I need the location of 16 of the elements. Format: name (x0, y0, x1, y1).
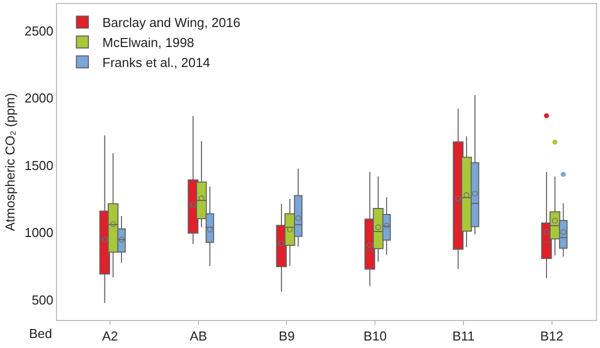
x-tick-label: A2 (102, 328, 118, 344)
y-tick-label: 500 (32, 292, 54, 308)
x-tick-label: B12 (540, 328, 564, 344)
x-axis-title: Bed (29, 326, 52, 341)
y-tick-label: 1000 (24, 225, 54, 240)
legend-label: Franks et al., 2014 (102, 54, 210, 70)
x-tick-label: B11 (452, 328, 475, 344)
y-axis-title: Atmospheric CO₂ (ppm) (2, 93, 18, 231)
legend-label: McElwain, 1998 (102, 35, 194, 50)
x-tick-label: AB (190, 328, 208, 344)
y-tick-label: 2500 (24, 23, 54, 38)
x-tick-label: B9 (278, 328, 295, 344)
y-tick-label: 1500 (24, 158, 54, 173)
x-tick-label: B10 (364, 328, 387, 344)
legend-label: Barclay and Wing, 2016 (102, 15, 240, 30)
y-tick-label: 2000 (24, 90, 54, 106)
